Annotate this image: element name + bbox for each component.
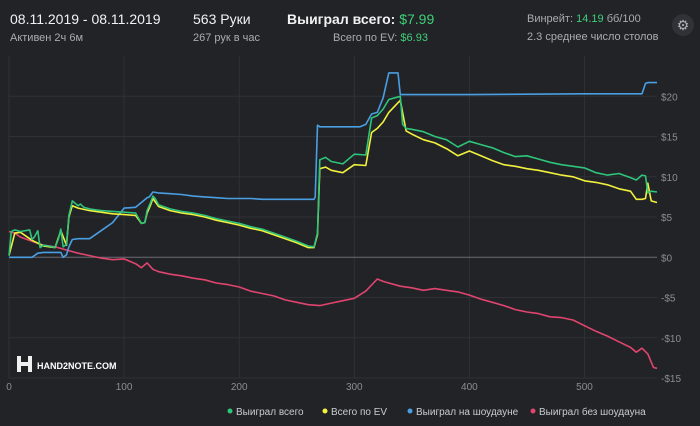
x-tick-label: 300 bbox=[346, 382, 363, 393]
logo-bar-left bbox=[17, 356, 21, 372]
legend: Выиграл всего Всего по EV Выиграл на шоуда… bbox=[227, 406, 647, 418]
y-tick-label: -$15 bbox=[661, 374, 681, 385]
stats-header: 08.11.2019 - 08.11.2019 Активен 2ч 6м 56… bbox=[0, 0, 700, 52]
y-tick-label: -$5 bbox=[661, 294, 676, 305]
legend-label: Выиграл на шоудауне bbox=[416, 407, 519, 418]
legend-item[interactable]: Выиграл на шоудауне bbox=[407, 407, 519, 418]
y-axis-ticks: -$15 -$10 -$5 $0 $5 $10 $15 $20 bbox=[661, 92, 681, 385]
gear-icon[interactable]: ⚙ bbox=[672, 14, 694, 36]
date-range: 08.11.2019 - 08.11.2019 bbox=[10, 11, 161, 27]
watermark: HAND2NOTE.COM bbox=[17, 356, 117, 372]
x-axis-ticks: 0 100 200 300 400 500 bbox=[6, 382, 593, 393]
series-line bbox=[9, 72, 657, 259]
winrate-value: 14.19 bbox=[576, 13, 604, 25]
won-total-value: $7.99 bbox=[399, 11, 435, 27]
winrate-suffix: бб/100 bbox=[606, 13, 641, 25]
series-line bbox=[8, 95, 658, 256]
legend-label: Выиграл всего bbox=[236, 407, 304, 418]
y-tick-label: $0 bbox=[661, 253, 673, 264]
logo-bar-right bbox=[28, 356, 32, 372]
ev-total: Всего по EV: $6.93 bbox=[333, 32, 428, 44]
won-total-label: Выиграл всего: bbox=[287, 11, 396, 27]
ev-total-label: Всего по EV: bbox=[333, 32, 398, 44]
y-tick-label: $10 bbox=[661, 173, 678, 184]
series-line bbox=[8, 99, 658, 256]
legend-item[interactable]: Выиграл всего bbox=[227, 407, 305, 418]
winrate-label: Винрейт: bbox=[527, 13, 574, 25]
hands-count: 563 Руки bbox=[193, 11, 251, 27]
average-tables: 2.3 среднее число столов bbox=[527, 31, 659, 43]
x-tick-label: 200 bbox=[231, 382, 248, 393]
legend-dot-icon bbox=[530, 408, 536, 414]
x-tick-label: 0 bbox=[6, 382, 12, 393]
grid-lines bbox=[8, 56, 657, 379]
x-tick-label: 400 bbox=[461, 382, 478, 393]
legend-dot-icon bbox=[407, 408, 413, 414]
legend-label: Всего по EV bbox=[331, 407, 387, 418]
series-lines bbox=[8, 72, 658, 370]
won-total: Выиграл всего: $7.99 bbox=[287, 11, 434, 27]
y-tick-label: $15 bbox=[661, 133, 678, 144]
active-time: Активен 2ч 6м bbox=[10, 32, 84, 44]
series-line bbox=[8, 230, 658, 370]
legend-dot-icon bbox=[322, 408, 328, 414]
ev-total-value: $6.93 bbox=[400, 32, 428, 44]
legend-dot-icon bbox=[227, 408, 233, 414]
watermark-text: HAND2NOTE.COM bbox=[37, 361, 117, 371]
y-tick-label: $20 bbox=[661, 92, 678, 103]
y-tick-label: $5 bbox=[661, 213, 673, 224]
x-tick-label: 500 bbox=[576, 382, 593, 393]
hands-per-hour: 267 рук в час bbox=[193, 32, 261, 44]
x-tick-label: 100 bbox=[116, 382, 133, 393]
legend-label: Выиграл без шоудауна bbox=[539, 406, 646, 418]
legend-item[interactable]: Выиграл без шоудауна bbox=[530, 406, 647, 418]
y-tick-label: -$10 bbox=[661, 334, 681, 345]
winrate: Винрейт: 14.19 бб/100 bbox=[527, 13, 641, 25]
logo-bar-middle bbox=[21, 362, 28, 366]
legend-item[interactable]: Всего по EV bbox=[322, 407, 388, 418]
